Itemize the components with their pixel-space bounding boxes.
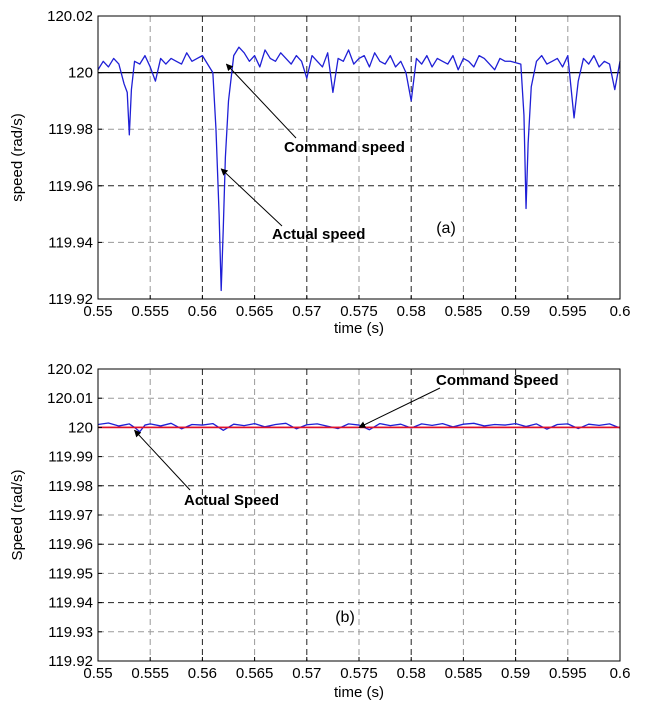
panel-a-y-tick-label: 120.02 xyxy=(47,8,93,25)
panel-a-x-tick-label: 0.565 xyxy=(236,303,274,320)
panel-b-x-tick-label: 0.55 xyxy=(83,665,112,682)
panel-b-y-tick-label: 119.98 xyxy=(48,478,93,495)
panel-a-x-tick-label: 0.58 xyxy=(397,303,426,320)
panel-a-annotation-label: Command speed xyxy=(284,139,405,156)
panel-a-x-tick-label: 0.555 xyxy=(131,303,169,320)
panel-b-x-tick-label: 0.555 xyxy=(131,665,169,682)
panel-b-x-tick-label: 0.565 xyxy=(236,665,274,682)
panel-b-y-tick-label: 120 xyxy=(68,419,93,436)
panel-a-annotation-label: Actual speed xyxy=(272,226,365,243)
panel-a-annotation-arrow xyxy=(225,63,297,139)
panel-b-annotation-arrow xyxy=(358,387,441,428)
panel-b-series-actual-speed xyxy=(97,422,621,433)
panel-b-x-tick-label: 0.595 xyxy=(549,665,587,682)
panel-a-x-tick-label: 0.59 xyxy=(501,303,530,320)
panel-a-y-tick-label: 119.92 xyxy=(48,291,93,308)
panel-b-x-tick-label: 0.6 xyxy=(610,665,631,682)
panel-b-panel-label: (b) xyxy=(335,609,355,626)
panel-a-x-tick-label: 0.55 xyxy=(83,303,112,320)
panel-b-y-tick-label: 119.94 xyxy=(48,595,93,612)
panel-a-y-tick-label: 120 xyxy=(68,65,93,82)
panel-a-series-actual-speed xyxy=(97,46,621,292)
panel-a-x-tick-label: 0.56 xyxy=(188,303,217,320)
panel-a-x-tick-label: 0.585 xyxy=(445,303,483,320)
panel-b-y-tick-label: 120.01 xyxy=(47,390,93,407)
panel-b-annotation-label: Command Speed xyxy=(436,372,559,389)
panel-b-x-tick-label: 0.56 xyxy=(188,665,217,682)
panel-b-x-tick-label: 0.58 xyxy=(397,665,426,682)
panel-b-y-tick-label: 119.96 xyxy=(48,536,93,553)
panel-b-x-tick-label: 0.57 xyxy=(292,665,321,682)
panel-a-y-tick-label: 119.98 xyxy=(48,121,93,138)
panel-b-y-tick-label: 119.95 xyxy=(48,565,93,582)
panel-b-x-tick-label: 0.59 xyxy=(501,665,530,682)
panel-b-x-tick-label: 0.575 xyxy=(340,665,378,682)
panel-a-x-tick-label: 0.57 xyxy=(292,303,321,320)
panel-b: 0.55 0.555 0.56 0.565 0.57 0.575 0.58 0.585 0.59… xyxy=(9,361,630,701)
panel-a-x-tick-label: 0.6 xyxy=(610,303,631,320)
panel-b-y-tick-label: 119.97 xyxy=(48,507,93,524)
panel-b-y-tick-label: 119.92 xyxy=(48,653,93,670)
panel-b-y-tick-label: 119.93 xyxy=(48,624,93,641)
panel-b-y-tick-label: 119.99 xyxy=(48,449,93,466)
panel-a: 0.55 0.555 0.56 0.565 0.57 0.575 0.58 0.585 0.59… xyxy=(9,8,630,337)
panel-a-x-tick-label: 0.595 xyxy=(549,303,587,320)
panel-b-annotation-arrow xyxy=(134,429,191,491)
panel-b-x-tick-label: 0.585 xyxy=(445,665,483,682)
panel-b-annotation-label: Actual Speed xyxy=(184,492,279,509)
panel-a-x-axis-label: time (s) xyxy=(334,320,384,337)
panel-b-y-axis-label: Speed (rad/s) xyxy=(9,470,26,561)
panel-a-y-tick-label: 119.96 xyxy=(48,178,93,195)
panel-a-y-tick-label: 119.94 xyxy=(48,234,93,251)
panel-a-panel-label: (a) xyxy=(436,220,456,237)
panel-b-y-tick-label: 120.02 xyxy=(47,361,93,378)
panel-a-x-tick-label: 0.575 xyxy=(340,303,378,320)
panel-b-x-axis-label: time (s) xyxy=(334,684,384,701)
panel-a-annotation-arrow xyxy=(220,168,283,227)
panel-a-y-axis-label: speed (rad/s) xyxy=(9,113,26,201)
